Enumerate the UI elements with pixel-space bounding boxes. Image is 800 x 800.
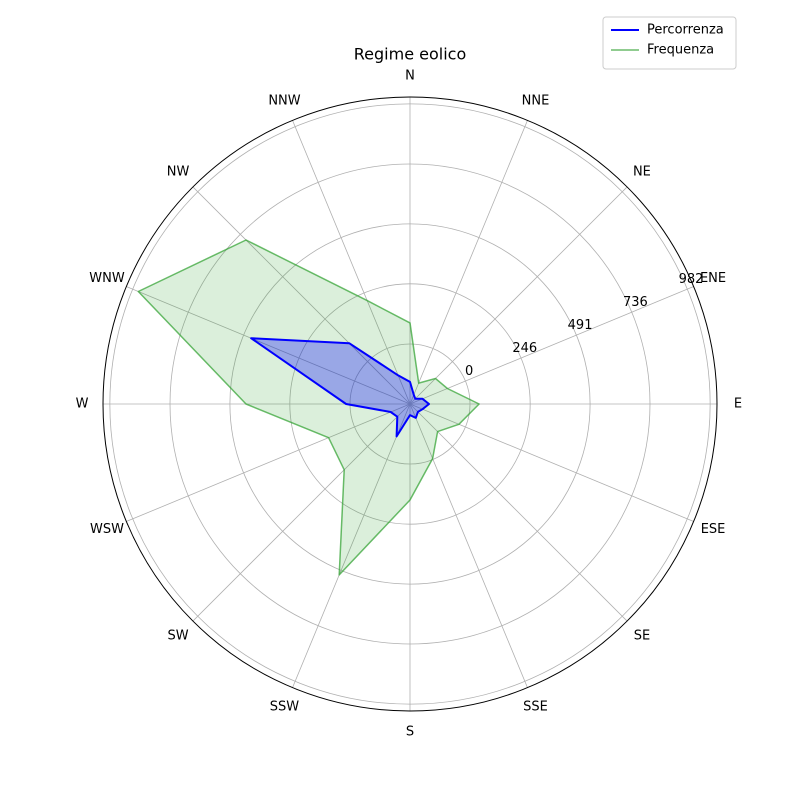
r-tick-label: 246: [512, 341, 537, 356]
category-label: W: [76, 397, 89, 412]
spoke: [409, 403, 628, 622]
spoke: [409, 403, 528, 688]
spoke: [292, 120, 411, 405]
category-label: NE: [633, 165, 651, 180]
grid-ring: [169, 163, 651, 645]
category-label: SSW: [270, 700, 300, 715]
series-area: [251, 338, 429, 437]
spoke: [292, 403, 411, 688]
grid-ring: [229, 223, 591, 585]
outer-frame: [102, 96, 718, 712]
r-tick-label: 0: [465, 364, 473, 379]
series-line: [137, 239, 480, 576]
spoke: [192, 403, 411, 622]
r-tick-label: 491: [568, 318, 593, 333]
spoke: [192, 186, 411, 405]
category-label: SE: [634, 628, 650, 643]
legend-label: Percorrenza: [647, 23, 724, 38]
spoke: [126, 403, 411, 522]
r-tick-label: 736: [623, 295, 648, 310]
category-label: N: [405, 69, 415, 84]
spoke: [409, 403, 694, 522]
category-label: WNW: [89, 271, 125, 286]
grid-ring: [289, 283, 531, 525]
category-label: E: [734, 397, 742, 412]
spoke: [409, 120, 528, 405]
category-label: WSW: [90, 522, 124, 537]
category-label: ENE: [700, 271, 726, 286]
series-line: [250, 337, 430, 438]
spoke: [409, 286, 694, 405]
series-area: [138, 240, 480, 575]
chart-title: Regime eolico: [354, 45, 466, 64]
legend: Percorrenza Frequenza: [602, 16, 737, 70]
category-label: SSE: [523, 700, 548, 715]
spoke: [409, 186, 628, 405]
spoke: [126, 286, 411, 405]
category-label: SW: [168, 628, 189, 643]
category-label: ESE: [701, 522, 726, 537]
category-label: S: [406, 725, 414, 740]
category-label: NW: [167, 165, 190, 180]
category-label: NNW: [268, 93, 300, 108]
legend-label: Frequenza: [647, 43, 714, 58]
grid-ring: [109, 103, 711, 705]
category-label: NNE: [522, 93, 550, 108]
